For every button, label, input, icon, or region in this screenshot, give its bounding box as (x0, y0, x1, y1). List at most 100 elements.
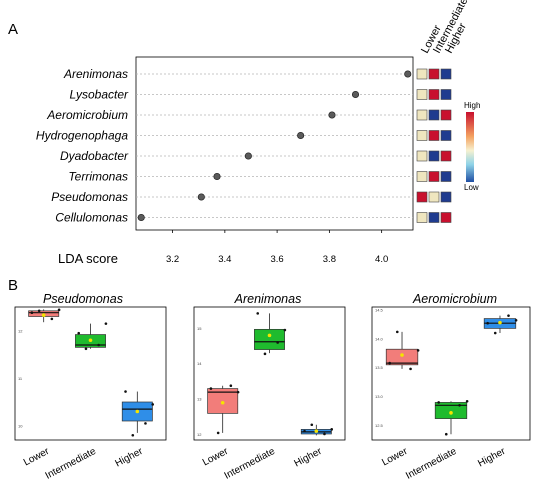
lda-x-ticks: 3.2 3.4 3.6 3.8 4.0 (166, 230, 388, 265)
x-tick-label: 3.6 (271, 254, 284, 265)
heat-cell (440, 130, 452, 141)
lda-taxon-labels: Arenimonas Lysobacter Aeromicrobium Hydroge… (36, 67, 129, 225)
heat-cell (428, 130, 440, 141)
box-data-point (388, 361, 391, 365)
box-data-point (144, 422, 147, 425)
heat-cell (440, 171, 452, 182)
box-data-point (486, 321, 489, 325)
box-data-point (444, 432, 448, 436)
heat-cell (416, 130, 428, 141)
boxplot-title: Arenimonas (234, 292, 302, 306)
group-label: Higher (293, 446, 325, 470)
group-label: Intermediate (44, 446, 99, 482)
group-label: Lower (201, 446, 231, 469)
box-data-point (458, 404, 461, 407)
group-label: Higher (476, 446, 508, 470)
y-tick-label: 12.5 (375, 423, 384, 428)
taxon-label: Dyadobacter (60, 149, 129, 163)
boxplot-title: Pseudomonas (43, 292, 123, 306)
box-mean-point (400, 353, 404, 357)
x-tick-label: 4.0 (375, 254, 388, 265)
heat-cell (428, 89, 440, 100)
box-data-point (131, 433, 135, 437)
legend-high-label: High (464, 101, 480, 110)
y-tick-label: 15 (197, 326, 202, 331)
boxplot-title: Aeromicrobium (412, 292, 497, 306)
box-data-point (310, 423, 314, 427)
heat-cell (416, 191, 428, 203)
taxon-label: Arenimonas (63, 67, 128, 81)
box-data-point (330, 428, 334, 431)
box-body (254, 328, 285, 350)
group-label: Intermediate (404, 446, 459, 482)
box-mean-point (449, 411, 453, 415)
y-tick-label: 12 (197, 432, 202, 437)
box-data-point (416, 349, 420, 352)
box-data-point (151, 403, 155, 406)
box-mean-point (88, 338, 93, 343)
group-label: Higher (114, 446, 146, 470)
lda-dot (244, 152, 252, 160)
box-data-point (514, 319, 518, 322)
box-data-point (283, 328, 287, 332)
box-data-point (263, 352, 267, 356)
lda-dot (213, 172, 221, 181)
heat-cell (416, 89, 428, 100)
y-tick-label: 13.0 (375, 394, 384, 399)
x-tick-label: 3.8 (323, 254, 336, 265)
y-tick-label: 14.5 (375, 307, 384, 312)
panel-b-label: B (8, 277, 18, 294)
box-mean-point (135, 409, 140, 414)
heat-cell (416, 212, 428, 223)
box-data-point (409, 367, 412, 371)
y-tick-label: 14 (197, 361, 202, 366)
heat-cell (440, 150, 452, 162)
lda-x-axis-title: LDA score (58, 251, 118, 266)
lda-dots (137, 70, 412, 222)
y-tick-label: 13.5 (375, 365, 384, 370)
y-tick-label: 12 (18, 328, 23, 333)
taxon-label: Pseudomonas (51, 190, 128, 204)
heat-cell (440, 89, 452, 100)
box-data-point (465, 399, 469, 403)
box-data-point (229, 384, 233, 388)
box-data-point (84, 347, 88, 351)
box-data-point (97, 343, 100, 347)
group-label: Lower (22, 446, 52, 469)
boxplot-panel: Aeromicrobium 14.5 14.0 13.5 13.0 12.5 LowerIn… (371, 292, 531, 482)
box-mean-point (267, 333, 272, 338)
taxon-label: Aeromicrobium (46, 108, 128, 122)
legend-low-label: Low (464, 183, 479, 192)
box-data-point (256, 312, 260, 315)
heat-cell (416, 171, 428, 182)
group-label: Lower (380, 446, 410, 469)
heat-cell (440, 212, 452, 223)
heat-cell (428, 191, 440, 203)
heat-cell (416, 109, 428, 121)
heat-cell (428, 68, 440, 80)
box-data-point (216, 431, 220, 435)
heat-cells (416, 68, 452, 223)
box-data-point (437, 401, 440, 404)
heat-cell (416, 68, 428, 80)
x-tick-label: 3.4 (218, 254, 231, 265)
box-data-point (303, 429, 306, 433)
heat-cell (440, 68, 452, 80)
lda-dot (297, 131, 305, 140)
box-data-point (50, 317, 54, 321)
taxon-label: Lysobacter (70, 88, 129, 102)
box-mean-point (314, 429, 319, 433)
lda-dot (197, 193, 205, 201)
y-tick-label: 14.0 (375, 336, 384, 341)
box-data-point (323, 432, 326, 436)
box-data-point (493, 331, 497, 335)
box-data-point (37, 309, 41, 313)
lda-dot (137, 213, 145, 222)
heat-cell (440, 109, 452, 121)
heat-cell (428, 171, 440, 182)
